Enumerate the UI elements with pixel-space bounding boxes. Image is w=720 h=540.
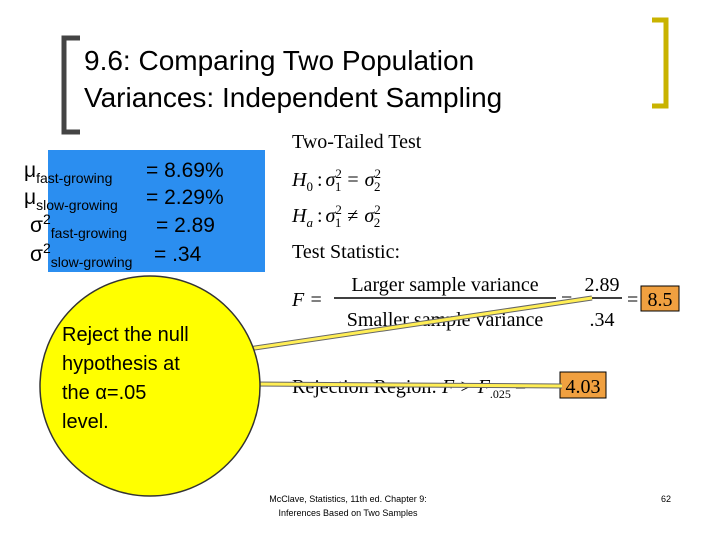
subscript: slow-growing [36, 197, 118, 213]
callout-circle [39, 275, 261, 497]
sup: 2 [374, 202, 381, 217]
h-symbol: H [291, 205, 308, 227]
den-value: .34 [590, 309, 615, 331]
equals: = [627, 289, 638, 311]
superscript: 2 [43, 240, 51, 256]
footer: McClave, Statistics, 11th ed. Chapter 9:… [269, 494, 671, 518]
sep: : [317, 205, 323, 227]
callout-line: hypothesis at [62, 353, 180, 375]
superscript: 2 [43, 211, 51, 227]
result-box [640, 285, 680, 312]
op: = [347, 169, 358, 191]
critical-box [559, 371, 607, 399]
symbol: μ [24, 159, 36, 182]
summary: μfast-growing = 8.69% μslow-growing = 2.29… [24, 159, 224, 270]
title: 9.6: Comparing Two Population [84, 45, 474, 76]
arrow [227, 296, 593, 354]
summary-line: μfast-growing = 8.69% [24, 159, 224, 186]
symbol: σ [30, 243, 43, 266]
sub: 2 [374, 179, 381, 194]
critical-value: 4.03 [566, 376, 601, 398]
symbol: μ [24, 186, 36, 209]
footer-source: Inferences Based on Two Samples [279, 508, 418, 518]
lhs: σ [326, 169, 337, 191]
value: = 2.89 [156, 214, 215, 237]
test-panel: Two-Tailed Test H0: σ2 1 = σ2 2 Ha: σ2 1 ≠ σ2 2 Te… [291, 131, 680, 401]
sup: 2 [335, 166, 342, 181]
subscript: fast-growing [51, 225, 127, 241]
footer-source: McClave, Statistics, 11th ed. Chapter 9: [269, 494, 426, 504]
sub: 1 [335, 179, 342, 194]
num-value: 2.89 [585, 274, 620, 296]
value: = 8.69% [146, 159, 224, 182]
sep: : [317, 169, 323, 191]
h0: H0: σ2 1 = σ2 2 [291, 166, 381, 194]
result: 8.5 [648, 289, 673, 311]
h-symbol: H [291, 169, 308, 191]
callout: Reject the null hypothesis at the α=.05 … [62, 324, 189, 433]
summary-box [48, 150, 265, 272]
op: ≠ [347, 205, 358, 227]
h-sub: 0 [306, 179, 313, 194]
critical-sub: .025 [490, 387, 511, 401]
callout-line: Reject the null [62, 324, 189, 346]
statistic-label: Test Statistic: [292, 241, 400, 263]
sup: 2 [375, 166, 382, 181]
title: Variances: Independent Sampling [84, 82, 502, 113]
right-bracket [652, 17, 669, 109]
subscript: slow-growing [51, 254, 133, 270]
symbol: σ [30, 214, 43, 237]
rhs: σ [364, 205, 375, 227]
callout-line: level. [62, 411, 109, 433]
left-bracket [61, 35, 80, 135]
title-line-1: 9.6: Comparing Two Population [84, 45, 474, 76]
ha: Ha: σ2 1 ≠ σ2 2 [291, 202, 381, 230]
h-sub: a [306, 215, 313, 230]
title-line-2: Variances: Independent Sampling [84, 82, 502, 113]
rhs: σ [365, 169, 376, 191]
value: = .34 [154, 243, 202, 266]
callout-line: the α=.05 [62, 382, 146, 404]
rejection: Rejection Region:F >F.025= [292, 376, 526, 401]
sub: 2 [374, 215, 381, 230]
sup: 2 [335, 202, 342, 217]
page-number: 62 [661, 494, 671, 504]
numerator: Larger sample variance [351, 274, 538, 296]
value: = 2.29% [146, 186, 224, 209]
summary-line: σ2fast-growing = 2.89 [30, 211, 215, 241]
summary-line: σ2slow-growing = .34 [30, 240, 202, 270]
lhs: σ [326, 205, 337, 227]
subscript: fast-growing [36, 170, 112, 186]
sub: 1 [335, 215, 342, 230]
summary-line: μslow-growing = 2.29% [24, 186, 224, 213]
arrow [251, 382, 563, 388]
test-heading: Two-Tailed Test [292, 131, 422, 153]
formula-lhs: F = [291, 289, 323, 311]
